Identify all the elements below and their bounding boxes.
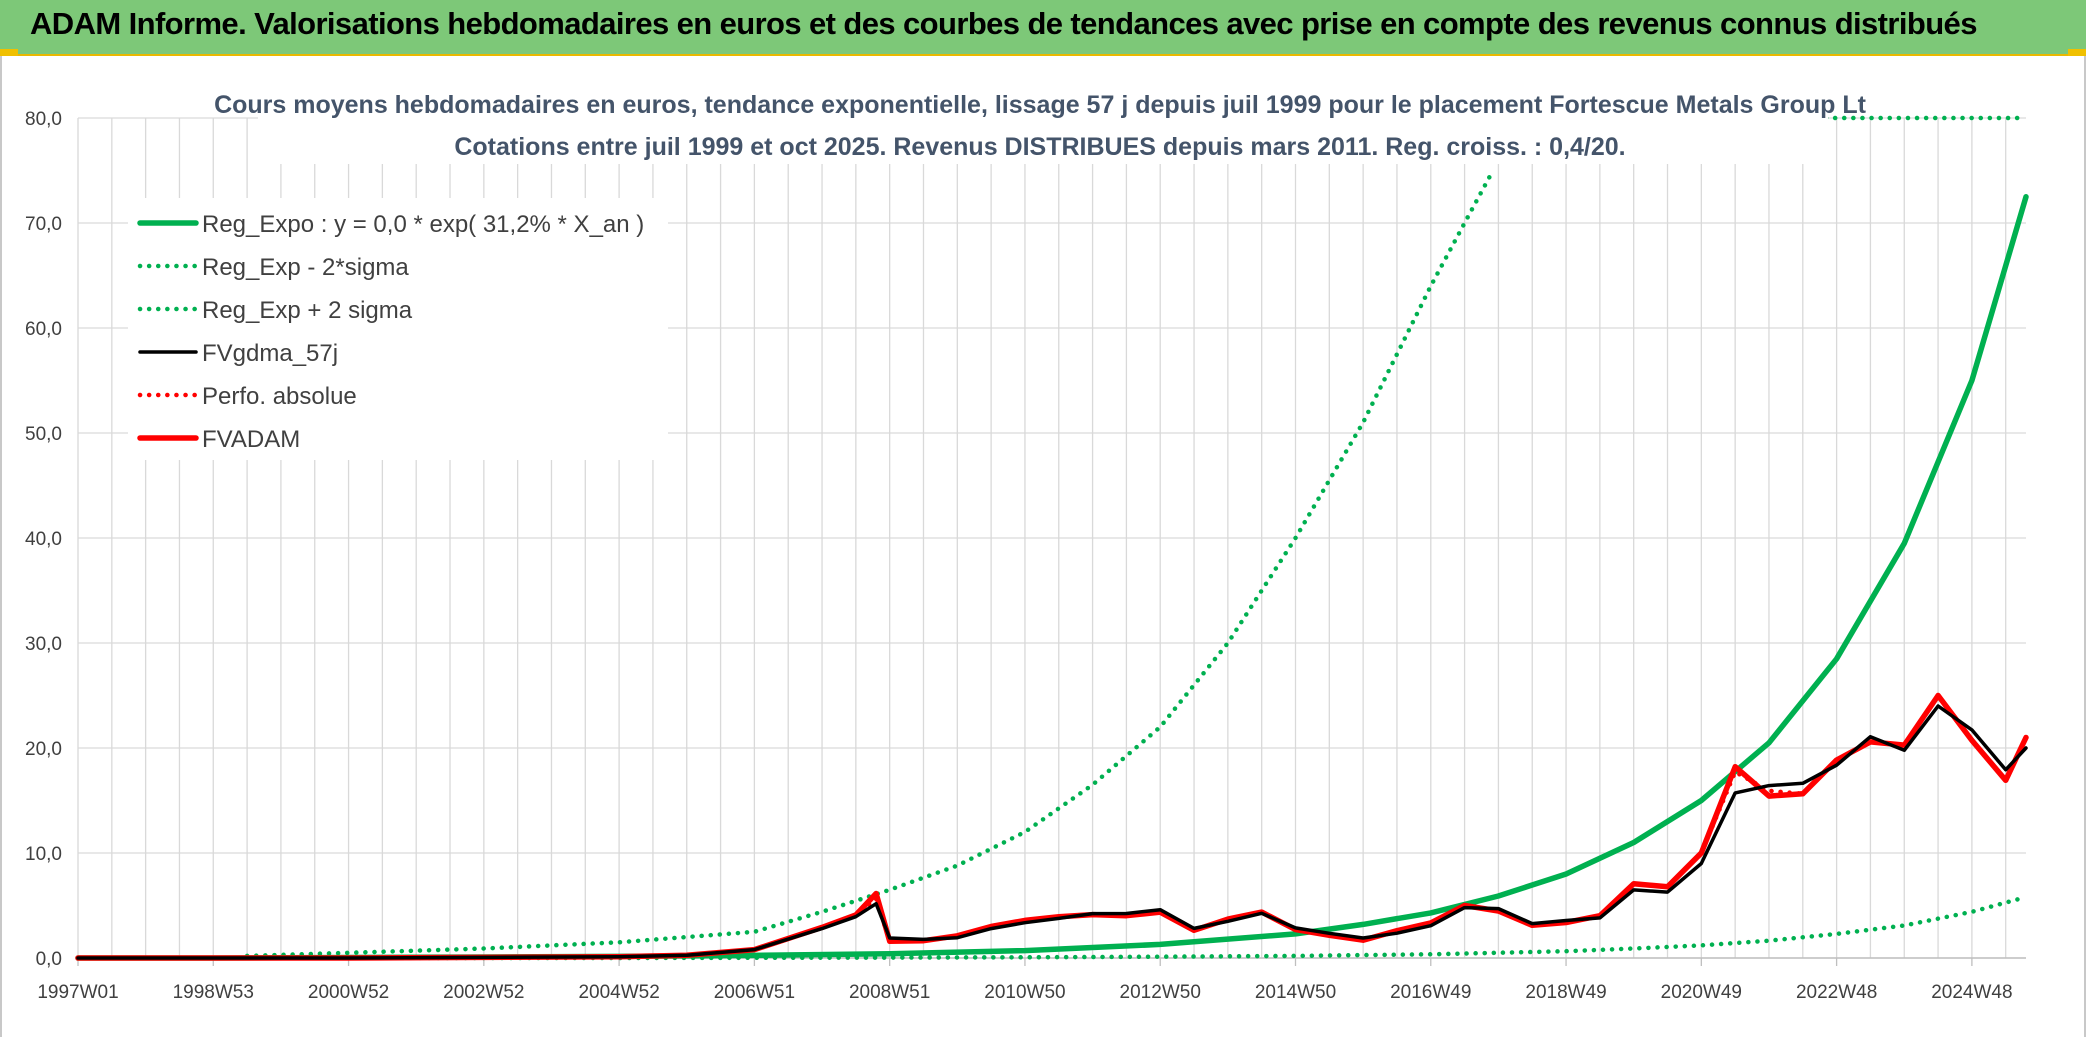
corner-mark-right <box>2068 49 2086 56</box>
y-tick-label: 50,0 <box>25 424 62 445</box>
x-tick-label: 2016W49 <box>1390 982 1471 1003</box>
x-tick-label: 2010W50 <box>984 982 1065 1003</box>
legend-label: Perfo. absolue <box>202 383 357 410</box>
banner-title: ADAM Informe. Valorisations hebdomadaire… <box>30 6 1977 41</box>
legend-label: Reg_Exp - 2*sigma <box>202 254 409 281</box>
legend-background <box>128 198 668 460</box>
legend-label: FVgdma_57j <box>202 340 338 367</box>
y-tick-label: 70,0 <box>25 214 62 235</box>
y-tick-label: 40,0 <box>25 529 62 550</box>
x-tick-label: 2020W49 <box>1661 982 1742 1003</box>
report-banner: ADAM Informe. Valorisations hebdomadaire… <box>0 0 2086 56</box>
chart-title: Cours moyens hebdomadaires en euros, ten… <box>214 91 1867 119</box>
y-tick-label: 10,0 <box>25 844 62 865</box>
x-tick-label: 2012W50 <box>1120 982 1201 1003</box>
corner-mark-left <box>0 49 18 56</box>
x-tick-label: 1998W53 <box>173 982 254 1003</box>
y-tick-label: 80,0 <box>25 109 62 130</box>
legend-label: Reg_Expo : y = 0,0 * exp( 31,2% * X_an ) <box>202 211 644 238</box>
y-tick-label: 30,0 <box>25 634 62 655</box>
x-tick-label: 2014W50 <box>1255 982 1336 1003</box>
title-background <box>258 84 1828 164</box>
series-line-1 <box>244 894 2029 961</box>
y-tick-label: 60,0 <box>25 319 62 340</box>
legend-label: FVADAM <box>202 426 300 453</box>
x-tick-label: 1997W01 <box>37 982 118 1003</box>
x-tick-label: 2006W51 <box>714 982 795 1003</box>
x-tick-label: 2004W52 <box>578 982 659 1003</box>
legend-label: Reg_Exp + 2 sigma <box>202 297 413 324</box>
chart-frame <box>0 56 2086 1037</box>
series-line-3 <box>76 704 2028 960</box>
x-axis: 1997W01 1998W53 2000W52 2002W52 2004W52 2006W… <box>37 957 2026 1003</box>
legend: Reg_Expo : y = 0,0 * exp( 31,2% * X_an )… <box>128 198 668 460</box>
series-line-2 <box>244 168 1496 959</box>
x-tick-label: 2024W48 <box>1931 982 2012 1003</box>
y-tick-label: 0,0 <box>36 949 62 970</box>
y-tick-label: 20,0 <box>25 739 62 760</box>
x-tick-label: 2000W52 <box>308 982 389 1003</box>
x-tick-label: 2018W49 <box>1525 982 1606 1003</box>
chart-subtitle: Cotations entre juil 1999 et oct 2025. R… <box>454 133 1625 161</box>
y-axis: 0,0 10,0 20,0 30,0 40,0 50,0 60,0 70,0 80,0 <box>25 109 62 970</box>
x-tick-label: 2008W51 <box>849 982 930 1003</box>
series-line-5 <box>75 692 2029 961</box>
x-tick-label: 2022W48 <box>1796 982 1877 1003</box>
chart-title-block: Cours moyens hebdomadaires en euros, ten… <box>214 84 1867 164</box>
series-lines <box>75 115 2029 961</box>
x-tick-label: 2002W52 <box>443 982 524 1003</box>
